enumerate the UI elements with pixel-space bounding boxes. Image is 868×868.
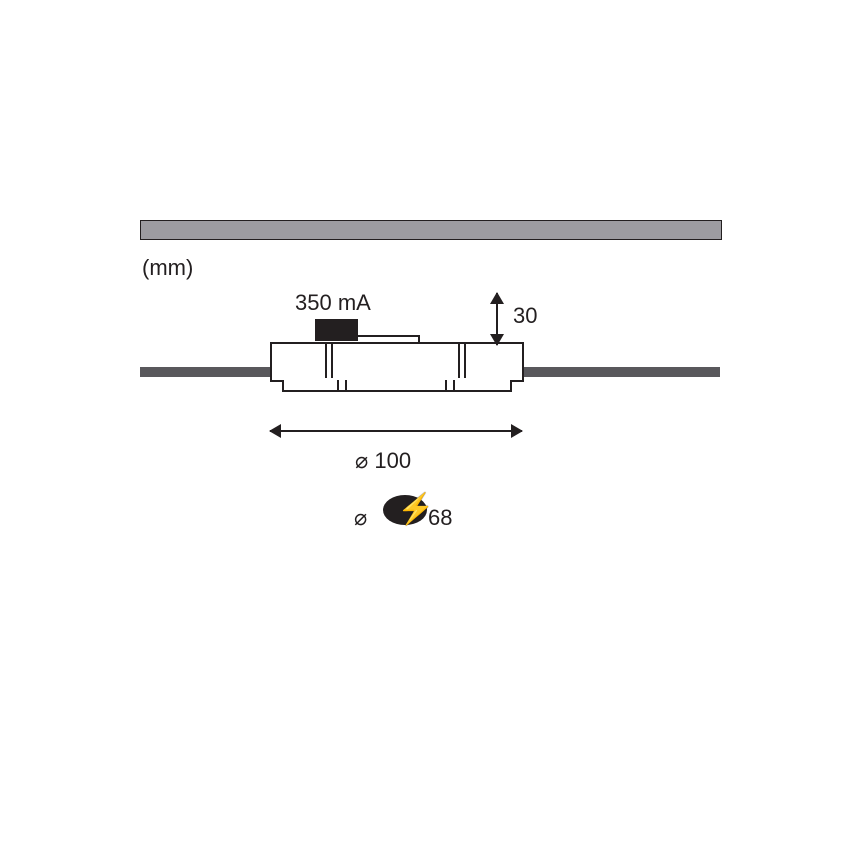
fixture-divider: [464, 342, 466, 378]
fixture-divider: [458, 342, 460, 378]
ceiling-bar: [140, 220, 722, 240]
fixture-divider: [325, 342, 327, 378]
fixture-body: [270, 342, 524, 382]
driver-box: [315, 319, 358, 341]
mounting-surface-left: [140, 367, 270, 377]
diameter-dimension-arrow: [270, 422, 522, 440]
cutout-diameter-symbol: ⌀: [354, 505, 367, 531]
fixture-divider: [331, 342, 333, 378]
dimension-diagram: (mm) 350 mA 30 ⌀ 100 ⚡ ⌀ 68: [140, 215, 720, 655]
drill-bolt-icon: ⚡: [397, 490, 434, 530]
mounting-surface-right: [520, 367, 720, 377]
diameter-dimension-label: ⌀ 100: [355, 448, 411, 474]
flange-notch: [445, 380, 455, 390]
height-dimension-arrow: [488, 293, 506, 345]
wire-horizontal: [358, 335, 418, 337]
height-dimension-label: 30: [513, 303, 537, 329]
unit-label: (mm): [142, 255, 193, 281]
flange-notch: [337, 380, 347, 390]
fixture-flange: [282, 380, 512, 392]
current-label: 350 mA: [295, 290, 371, 316]
